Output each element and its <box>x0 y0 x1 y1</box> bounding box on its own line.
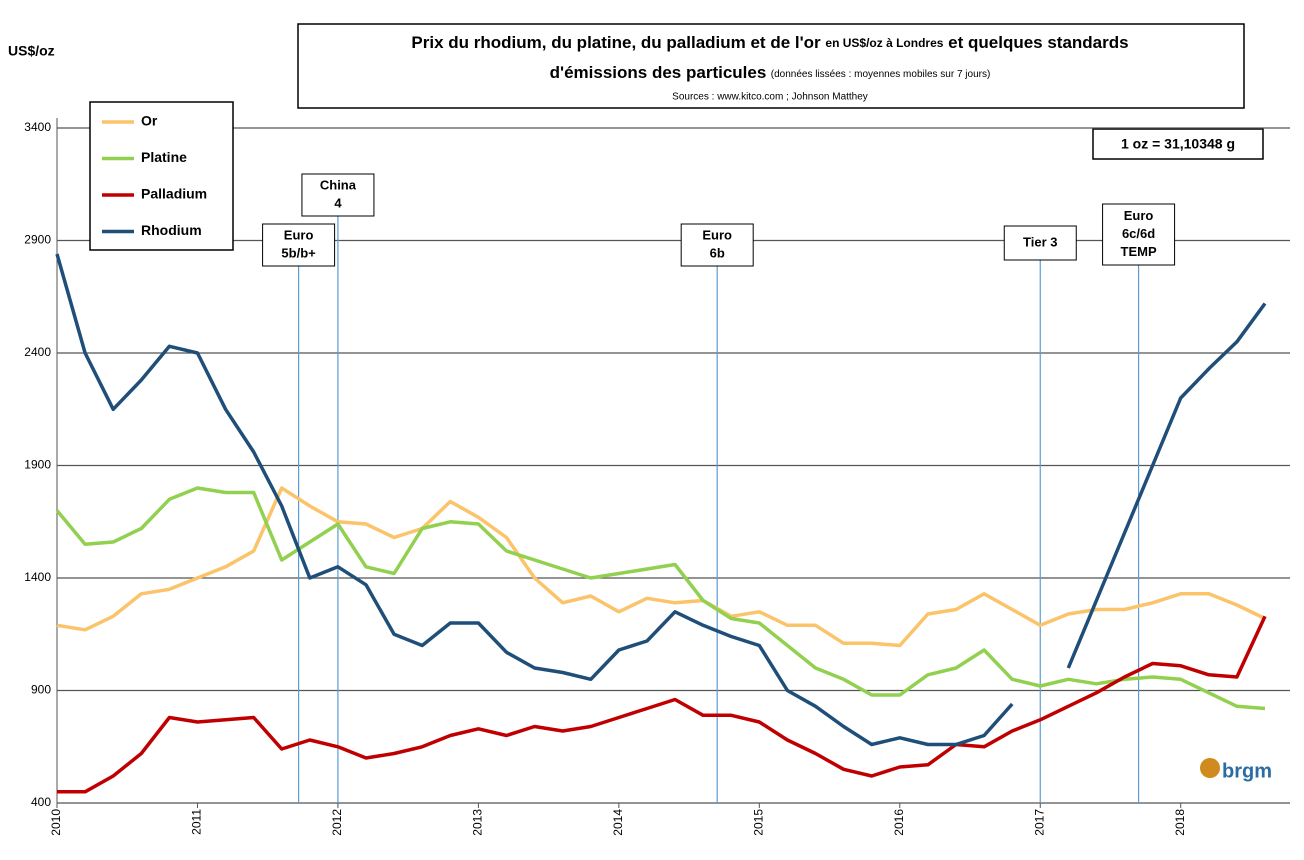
event-label: TEMP <box>1121 244 1157 259</box>
legend-label: Palladium <box>141 186 207 202</box>
legend-label: Or <box>141 113 158 129</box>
event-label: China <box>320 177 357 192</box>
legend-label: Platine <box>141 149 187 165</box>
x-tick-label: 2017 <box>1032 809 1046 836</box>
title-part: Prix du rhodium, du platine, du palladiu… <box>411 33 821 52</box>
y-tick-label: 2400 <box>24 345 51 359</box>
event-label: 6b <box>710 245 725 260</box>
y-tick-label: 3400 <box>24 120 51 134</box>
title-part: d'émissions des particules <box>550 63 767 82</box>
title-box <box>297 23 1245 109</box>
x-tick-label: 2015 <box>751 809 765 836</box>
event-box <box>1003 225 1077 261</box>
title-part: et quelques standards <box>948 33 1128 52</box>
x-tick-label: 2018 <box>1173 809 1187 836</box>
x-tick-label: 2010 <box>49 809 63 836</box>
event-label: 4 <box>334 195 342 210</box>
event-label: 6c/6d <box>1122 226 1155 241</box>
event-label: Euro <box>702 227 732 242</box>
logo-icon <box>1200 758 1220 778</box>
logo: brgm <box>1222 760 1272 782</box>
x-tick-label: 2013 <box>471 809 485 836</box>
y-axis-label: US$/oz <box>8 43 55 59</box>
event-label: Euro <box>1124 208 1154 223</box>
y-tick-label: 1400 <box>24 570 51 584</box>
subtitle: (données lissées : moyennes mobiles sur … <box>771 69 991 80</box>
chart-title: Prix du rhodium, du platine, du palladiu… <box>411 33 1128 52</box>
legend-box <box>89 101 234 251</box>
x-tick-label: 2014 <box>611 809 625 836</box>
legend-label: Rhodium <box>141 222 202 238</box>
chart-title: d'émissions des particules (données liss… <box>550 63 991 82</box>
y-tick-label: 1900 <box>24 458 51 472</box>
x-tick-label: 2016 <box>892 809 906 836</box>
y-tick-label: 400 <box>31 795 51 809</box>
source: Sources : www.kitco.com ; Johnson Matthe… <box>672 92 868 103</box>
x-tick-label: 2011 <box>190 809 204 835</box>
series-line <box>55 253 1267 747</box>
y-tick-label: 900 <box>31 683 51 697</box>
event-box <box>262 223 336 267</box>
series-line <box>56 486 1266 648</box>
y-tick-label: 2900 <box>24 233 51 247</box>
event-box <box>680 223 754 267</box>
note: 1 oz = 31,10348 g <box>1121 136 1235 152</box>
series-line <box>57 615 1267 794</box>
event-label: Tier 3 <box>1023 234 1057 249</box>
series-line <box>55 486 1266 711</box>
title-part: en US$/oz à Londres <box>825 36 943 50</box>
event-label: Euro <box>284 227 314 242</box>
event-box <box>301 173 375 217</box>
event-label: 5b/b+ <box>281 245 316 260</box>
event-box <box>1102 203 1176 266</box>
x-tick-label: 2012 <box>330 809 344 836</box>
note-box <box>1092 128 1264 160</box>
